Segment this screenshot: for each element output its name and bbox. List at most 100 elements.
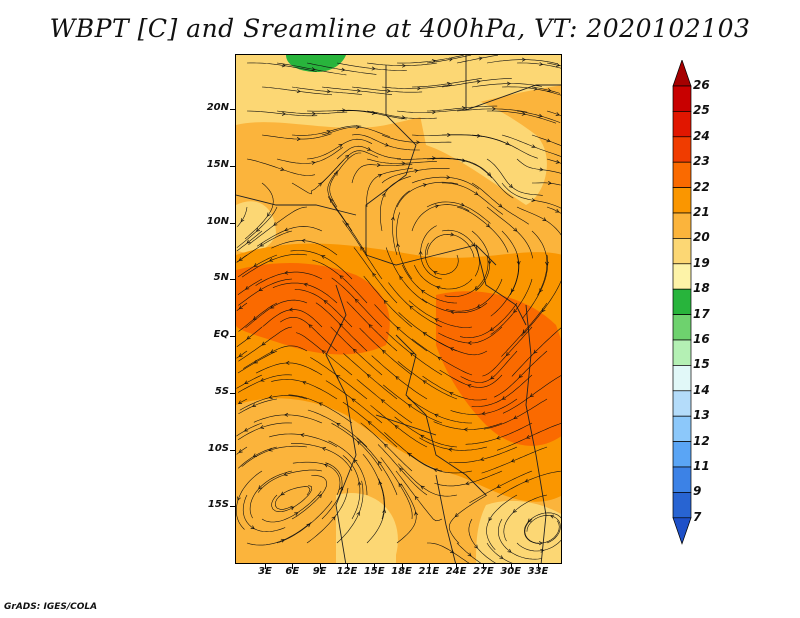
streamline [456, 542, 482, 563]
streamline-arrow [474, 544, 478, 549]
streamline [306, 487, 349, 544]
streamline [257, 469, 323, 493]
streamline-arrow [238, 257, 243, 261]
streamline [272, 282, 338, 304]
streamline-arrow [516, 261, 521, 266]
streamline-arrow [356, 511, 361, 516]
streamline [321, 86, 393, 95]
streamline [434, 470, 503, 487]
lat-tick-mark [230, 165, 235, 167]
streamline-arrow [476, 304, 481, 308]
streamline-arrow [481, 411, 486, 416]
streamline-arrow [308, 324, 313, 329]
streamline-arrow [505, 141, 510, 146]
streamline [392, 190, 410, 256]
streamline [449, 446, 518, 463]
colorbar-level-label: 25 [693, 103, 710, 118]
streamline-arrow [345, 154, 350, 159]
streamline-arrow [513, 415, 518, 420]
streamline [363, 275, 413, 328]
streamline-arrow [449, 347, 454, 352]
streamline [486, 59, 557, 64]
streamline [465, 422, 533, 445]
streamline-arrow [250, 525, 255, 530]
streamline-arrow [540, 548, 545, 553]
streamline [321, 462, 343, 520]
streamline-arrow [422, 183, 428, 188]
streamline-arrow [321, 350, 326, 355]
streamline-arrow [555, 208, 560, 213]
streamline [306, 109, 378, 114]
streamline-arrow [513, 227, 518, 232]
streamline-arrow [351, 398, 356, 403]
colorbar-swatch [672, 263, 692, 290]
streamline [241, 445, 308, 467]
streamline [427, 542, 470, 563]
streamline [501, 86, 561, 96]
colorbar [672, 60, 692, 545]
streamline-arrow [300, 433, 305, 438]
streamline-arrow [414, 168, 419, 173]
colorbar-level-label: 11 [693, 459, 710, 473]
streamline [395, 470, 443, 522]
streamline-arrow [294, 512, 299, 516]
streamline-arrow [246, 335, 251, 340]
streamline [516, 158, 561, 174]
streamline-arrow [280, 167, 285, 171]
streamline [248, 206, 308, 245]
streamline-arrow [296, 89, 301, 94]
streamline-arrow [259, 242, 264, 247]
colorbar-bottom-arrow [672, 517, 692, 545]
streamline [426, 55, 472, 64]
streamline [408, 300, 473, 328]
streamline [255, 362, 323, 376]
streamline [291, 443, 353, 472]
lat-tick-mark [230, 449, 235, 451]
streamline-arrow [395, 376, 400, 380]
streamline-arrow [378, 480, 383, 485]
streamline [380, 457, 413, 520]
streamline-arrow [326, 89, 331, 94]
streamline [237, 374, 293, 393]
streamline-arrow [324, 463, 329, 468]
streamline [414, 264, 473, 290]
streamline [236, 326, 263, 348]
streamline-arrow [508, 183, 513, 188]
streamline-arrow [474, 285, 479, 290]
streamline [238, 398, 278, 415]
streamline-arrow [488, 517, 493, 522]
streamline-arrow [501, 396, 506, 400]
streamline [441, 78, 512, 88]
streamline [237, 446, 278, 469]
streamline-arrow [432, 156, 437, 161]
streamline [402, 264, 458, 304]
streamline-arrow [414, 511, 419, 516]
streamline [366, 158, 437, 164]
lon-tick-mark [510, 564, 512, 569]
streamline-arrow [258, 287, 263, 291]
lat-tick-label: 15N [206, 158, 229, 170]
streamline-arrow [330, 198, 334, 203]
streamline-arrow [371, 66, 376, 71]
streamline-arrow [498, 203, 503, 208]
streamline [456, 108, 528, 113]
streamline [438, 326, 503, 344]
streamline [486, 494, 518, 551]
streamline [291, 475, 328, 520]
streamline-arrow [396, 243, 400, 248]
streamline-arrow [280, 491, 285, 496]
colorbar-level-label: 24 [693, 128, 710, 143]
streamline-arrow [342, 108, 347, 113]
map-title: WBPT [C] and Sreamline at 400hPa, VT: 20… [49, 14, 751, 43]
streamline-arrow [246, 239, 251, 244]
streamline-arrow [420, 485, 425, 490]
streamline-arrow [450, 310, 455, 315]
streamline [439, 369, 503, 388]
streamline [261, 86, 333, 96]
streamline [359, 327, 413, 376]
streamline-arrow [506, 81, 511, 86]
streamline [411, 78, 482, 88]
streamline-arrow [474, 191, 479, 196]
streamline [426, 105, 498, 112]
border-line [236, 194, 357, 216]
